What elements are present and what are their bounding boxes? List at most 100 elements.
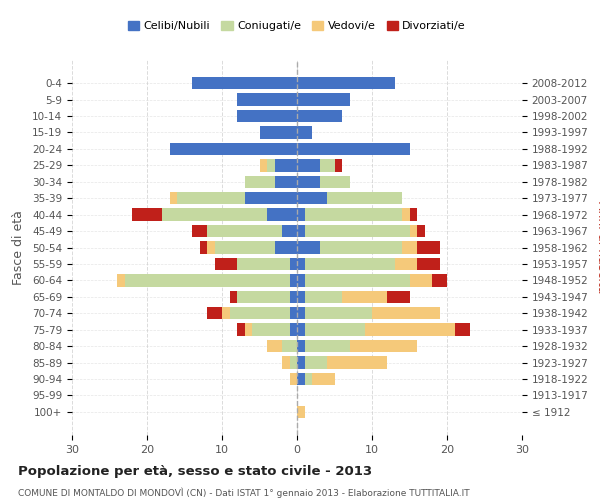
Bar <box>305 290 342 303</box>
Bar <box>215 258 237 270</box>
Bar <box>297 110 342 122</box>
Bar <box>417 242 439 254</box>
Bar <box>305 324 365 336</box>
Bar <box>297 274 305 286</box>
Bar <box>327 356 387 368</box>
Bar <box>342 290 387 303</box>
Bar <box>237 110 297 122</box>
Bar <box>305 208 402 221</box>
Bar <box>290 324 297 336</box>
Bar <box>237 258 290 270</box>
Bar <box>455 324 470 336</box>
Bar <box>409 274 432 286</box>
Bar <box>320 242 402 254</box>
Bar <box>170 192 177 204</box>
Bar <box>297 176 320 188</box>
Bar <box>297 307 305 320</box>
Bar <box>207 225 282 237</box>
Y-axis label: Anni di nascita: Anni di nascita <box>595 201 600 294</box>
Bar <box>290 307 297 320</box>
Bar <box>125 274 290 286</box>
Bar <box>290 290 297 303</box>
Bar <box>267 340 282 352</box>
Bar <box>252 324 290 336</box>
Bar <box>297 159 320 172</box>
Bar <box>305 373 312 385</box>
Bar <box>275 159 297 172</box>
Text: Popolazione per età, sesso e stato civile - 2013: Popolazione per età, sesso e stato civil… <box>18 465 372 478</box>
Bar <box>290 373 297 385</box>
Bar <box>327 192 402 204</box>
Bar <box>245 192 297 204</box>
Legend: Celibi/Nubili, Coniugati/e, Vedovi/e, Divorziati/e: Celibi/Nubili, Coniugati/e, Vedovi/e, Di… <box>124 17 470 36</box>
Bar <box>409 225 417 237</box>
Bar <box>267 159 275 172</box>
Bar <box>275 176 297 188</box>
Bar <box>417 225 425 237</box>
Bar <box>417 258 439 270</box>
Bar <box>335 159 342 172</box>
Bar <box>365 324 455 336</box>
Bar <box>305 356 327 368</box>
Bar <box>297 192 327 204</box>
Bar <box>312 373 335 385</box>
Bar <box>237 324 245 336</box>
Bar <box>229 307 290 320</box>
Bar <box>260 126 297 138</box>
Bar <box>290 258 297 270</box>
Bar <box>222 307 229 320</box>
Bar <box>267 208 297 221</box>
Bar <box>245 176 275 188</box>
Bar <box>297 340 305 352</box>
Bar <box>305 258 395 270</box>
Bar <box>297 94 349 106</box>
Bar <box>320 159 335 172</box>
Bar <box>282 356 290 368</box>
Bar <box>349 340 417 352</box>
Bar <box>117 274 125 286</box>
Bar <box>297 356 305 368</box>
Bar <box>387 290 409 303</box>
Bar <box>372 307 439 320</box>
Bar <box>132 208 162 221</box>
Bar <box>402 208 409 221</box>
Bar <box>297 126 312 138</box>
Bar <box>297 242 320 254</box>
Bar <box>395 258 417 270</box>
Bar <box>305 225 409 237</box>
Bar <box>237 290 290 303</box>
Bar <box>275 242 297 254</box>
Bar <box>192 77 297 90</box>
Bar <box>177 192 245 204</box>
Bar <box>297 324 305 336</box>
Bar <box>282 225 297 237</box>
Bar <box>229 290 237 303</box>
Bar <box>305 307 372 320</box>
Bar <box>170 143 297 155</box>
Bar <box>290 356 297 368</box>
Bar <box>402 242 417 254</box>
Bar <box>199 242 207 254</box>
Bar <box>245 324 252 336</box>
Bar <box>192 225 207 237</box>
Bar <box>320 176 349 188</box>
Bar <box>260 159 267 172</box>
Bar <box>305 340 349 352</box>
Bar <box>207 307 222 320</box>
Bar <box>297 143 409 155</box>
Bar <box>297 225 305 237</box>
Bar <box>215 242 275 254</box>
Bar <box>297 258 305 270</box>
Bar <box>207 242 215 254</box>
Bar <box>297 290 305 303</box>
Bar <box>297 373 305 385</box>
Bar <box>297 208 305 221</box>
Bar <box>297 77 395 90</box>
Y-axis label: Fasce di età: Fasce di età <box>12 210 25 285</box>
Bar <box>409 208 417 221</box>
Bar <box>297 406 305 418</box>
Bar <box>305 274 409 286</box>
Bar <box>237 94 297 106</box>
Bar <box>290 274 297 286</box>
Bar <box>432 274 447 286</box>
